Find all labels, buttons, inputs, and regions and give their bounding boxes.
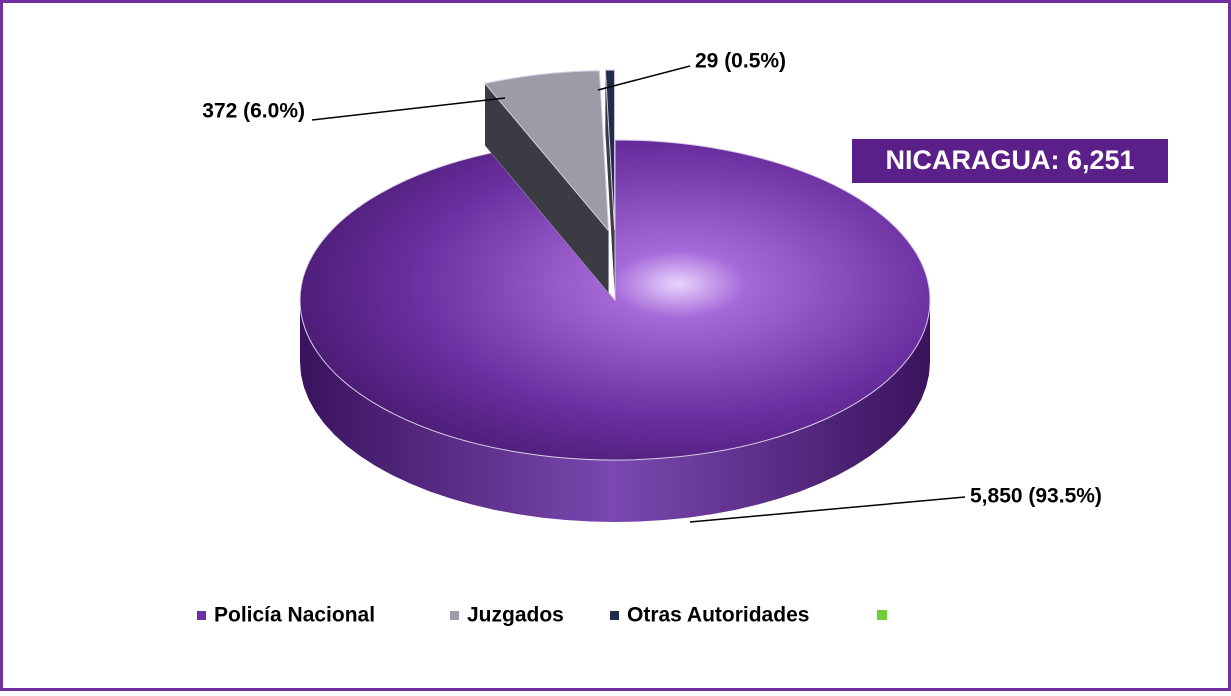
data-label: 372 (6.0%) bbox=[202, 100, 305, 123]
legend-label: Juzgados bbox=[467, 604, 564, 627]
legend-label: Policía Nacional bbox=[214, 604, 375, 627]
legend-swatch-empty bbox=[877, 610, 887, 620]
data-label: 29 (0.5%) bbox=[695, 50, 786, 73]
legend-swatch bbox=[610, 611, 619, 620]
data-label: 5,850 (93.5%) bbox=[970, 485, 1102, 508]
chart: NICARAGUA: 6,251 5,850 (93.5%) 372 (6.0%)… bbox=[0, 0, 1231, 691]
legend-swatch bbox=[197, 611, 206, 620]
legend-swatch bbox=[450, 611, 459, 620]
legend-label: Otras Autoridades bbox=[627, 604, 809, 627]
annotation: NICARAGUA: 6,251 bbox=[885, 145, 1134, 175]
